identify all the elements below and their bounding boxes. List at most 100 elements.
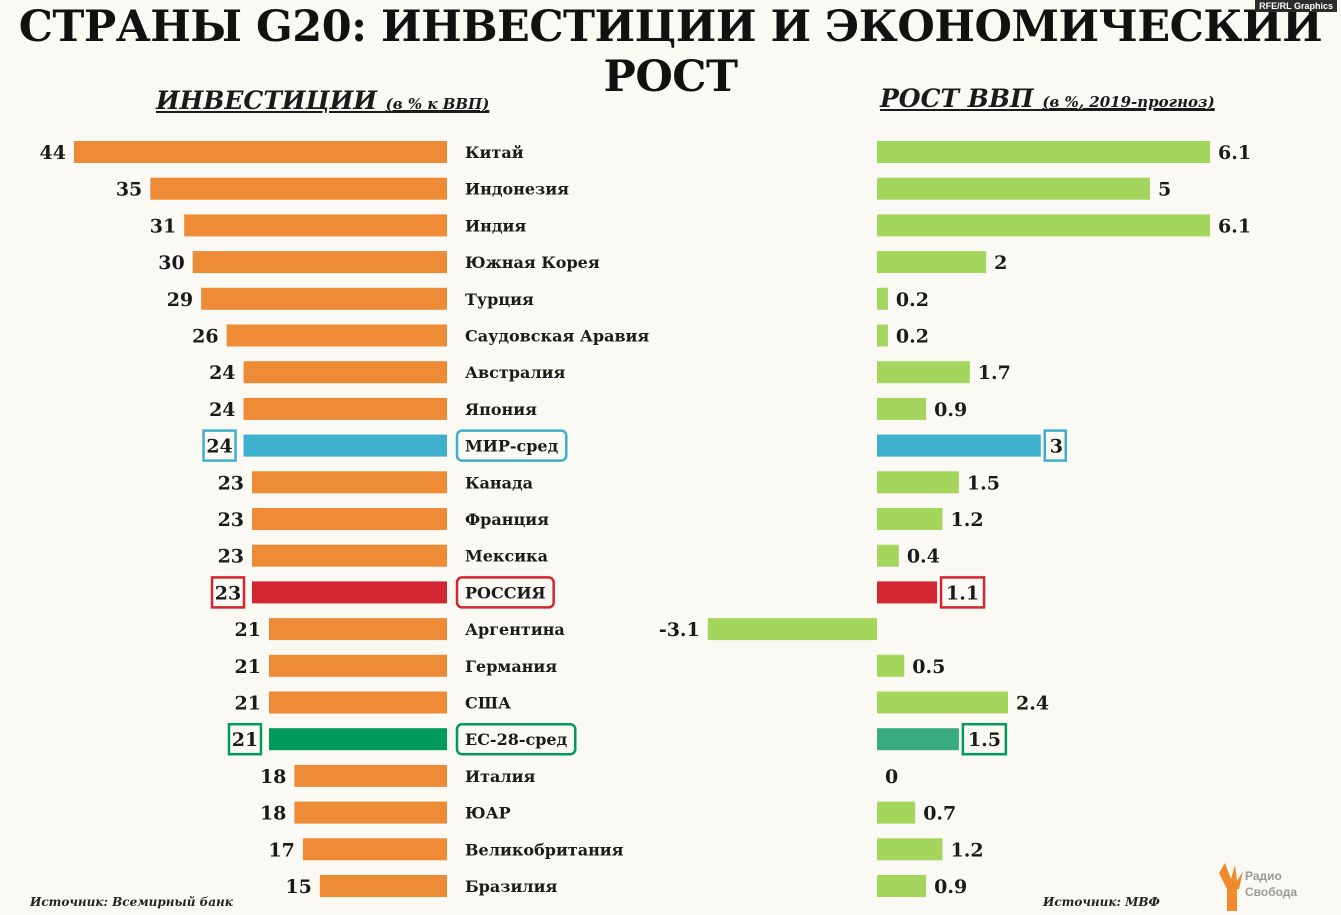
growth-value-box (1043, 429, 1068, 462)
investment-source: Источник: Всемирный банк (30, 895, 233, 909)
growth-bar (877, 728, 959, 751)
credit-badge: RFE/RL Graphics (1255, 0, 1337, 12)
growth-value-label: 2 (994, 252, 1007, 274)
investment-title-text: ИНВЕСТИЦИИ (156, 86, 377, 115)
growth-value-label: 1.2 (951, 509, 984, 531)
growth-value-label: 1.1 (946, 582, 979, 604)
growth-value-label: 0.4 (907, 546, 940, 568)
investment-bar (268, 691, 447, 714)
growth-value-label: 6.1 (1218, 142, 1251, 164)
growth-bar (877, 287, 888, 310)
investment-value-label: 18 (260, 766, 286, 788)
investment-bar (243, 434, 447, 457)
investment-value-label: 31 (150, 215, 176, 237)
investment-value-label: 30 (158, 252, 184, 274)
growth-value-label: 0.2 (896, 289, 929, 311)
investment-value-label: 23 (215, 582, 241, 604)
country-label: Германия (465, 657, 557, 676)
country-label: Саудовская Аравия (465, 327, 649, 346)
investment-bar (150, 177, 447, 200)
country-label: МИР-сред (465, 437, 559, 456)
investment-value-label: 17 (268, 839, 294, 861)
investment-bar (268, 654, 447, 677)
growth-value-label: 5 (1158, 179, 1171, 201)
logo-text: Радио Свобода (1245, 868, 1297, 900)
growth-value-box (939, 576, 986, 609)
growth-bar (877, 654, 905, 677)
investment-subtitle: (в % к ВВП) (385, 95, 490, 113)
growth-title-text: РОСТ ВВП (880, 84, 1034, 113)
investment-bar (201, 287, 447, 310)
investment-panel-title: ИНВЕСТИЦИИ (в % к ВВП) (156, 86, 489, 115)
country-label-box (455, 722, 577, 756)
growth-source: Источник: МВФ (1043, 895, 1160, 909)
investment-value-label: 44 (40, 142, 66, 164)
country-label: Турция (465, 290, 534, 309)
growth-value-label: 6.1 (1218, 215, 1251, 237)
growth-value-label: 0.9 (934, 876, 967, 898)
investment-value-label: 26 (192, 326, 218, 348)
growth-value-label: 0.9 (934, 399, 967, 421)
investment-value-label: 21 (232, 729, 258, 751)
investment-bar (243, 361, 447, 384)
country-label-box (455, 429, 568, 462)
growth-value-label: 2.4 (1016, 693, 1049, 715)
country-label: США (465, 694, 511, 713)
country-label: ЕС-28-сред (465, 730, 568, 749)
growth-value-label: 1.2 (951, 839, 984, 861)
growth-value-label: 0 (885, 766, 898, 788)
growth-value-label: 0.5 (912, 656, 945, 678)
investment-value-label: 24 (206, 436, 232, 458)
investment-bar (74, 141, 447, 163)
growth-value-label: 1.5 (968, 729, 1001, 751)
country-label-box (455, 576, 555, 609)
growth-value-label: 1.5 (967, 472, 1000, 494)
investment-value-label: 21 (235, 656, 261, 678)
growth-bar (877, 361, 970, 384)
investment-bar (184, 214, 448, 237)
investment-bar (294, 801, 447, 824)
growth-bar (877, 214, 1210, 237)
investment-value-label: 18 (260, 803, 286, 825)
growth-bar (877, 251, 987, 274)
country-label: Великобритания (465, 840, 624, 859)
investment-value-label: 23 (218, 472, 244, 494)
growth-value-label: 0.7 (923, 803, 956, 825)
investment-value-label: 23 (218, 509, 244, 531)
investment-value-label: 23 (218, 546, 244, 568)
investment-value-label: 21 (235, 619, 261, 641)
growth-value-box (961, 722, 1008, 756)
investment-bar (252, 544, 447, 567)
investment-value-label: 21 (235, 693, 261, 715)
growth-value-label: 1.7 (978, 362, 1011, 384)
investment-bar (226, 324, 447, 347)
growth-bar (707, 618, 877, 641)
country-label: Китай (465, 143, 524, 162)
investment-bar (252, 508, 447, 530)
country-label: ЮАР (465, 804, 511, 823)
investment-value-label: 29 (167, 289, 193, 311)
growth-bar (877, 141, 1210, 163)
country-label: Южная Корея (465, 253, 600, 272)
radio-svoboda-flame-icon (1219, 863, 1243, 911)
growth-bar (877, 434, 1041, 457)
country-label: Австралия (465, 363, 566, 382)
country-label: Бразилия (465, 877, 557, 896)
country-label: Япония (465, 400, 537, 419)
country-label: Канада (465, 473, 533, 492)
investment-bar (302, 838, 447, 861)
investment-value-box (227, 722, 263, 756)
investment-value-label: 24 (209, 362, 235, 384)
country-label: Аргентина (465, 620, 565, 639)
growth-bar (877, 508, 943, 530)
growth-bar (877, 581, 938, 604)
growth-bar (877, 838, 943, 861)
growth-bar (877, 471, 959, 494)
country-label: Индия (465, 216, 526, 235)
country-label: РОССИЯ (465, 583, 546, 602)
investment-bar (319, 875, 447, 897)
growth-panel-title: РОСТ ВВП (в %, 2019-прогноз) (880, 84, 1215, 113)
investment-value-box (210, 576, 246, 609)
growth-bar (877, 691, 1009, 714)
